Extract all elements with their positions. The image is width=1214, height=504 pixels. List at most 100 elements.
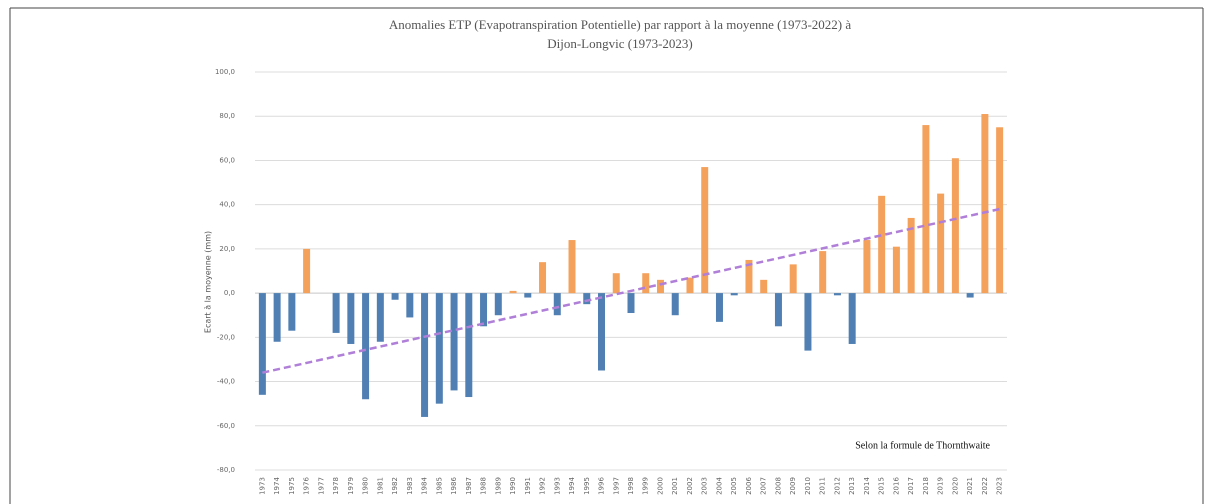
x-tick-label: 2004 [715, 477, 723, 495]
bar [435, 293, 443, 404]
x-tick-label: 1981 [376, 477, 384, 495]
bar [686, 277, 694, 294]
x-tick-label: 1990 [509, 477, 517, 495]
x-tick-label: 2018 [922, 477, 930, 495]
bar [922, 125, 930, 294]
x-tick-label: 2023 [996, 477, 1004, 495]
y-tick-label: 20,0 [219, 245, 235, 253]
bar [715, 293, 723, 322]
y-tick-label: -60,0 [217, 422, 235, 430]
bar [583, 293, 591, 305]
x-tick-label: 1983 [406, 477, 414, 495]
x-tick-label: 1992 [539, 477, 547, 495]
x-tick-label: 2006 [745, 477, 753, 495]
x-tick-label: 2021 [966, 477, 974, 495]
bar [332, 293, 340, 333]
y-tick-label: -80,0 [217, 466, 235, 474]
x-tick-label: 2015 [878, 477, 886, 495]
bar [480, 293, 488, 327]
bar [760, 279, 768, 294]
x-tick-label: 1999 [642, 477, 650, 495]
bar [627, 293, 635, 314]
bar [303, 248, 311, 294]
bar [391, 293, 399, 300]
x-tick-label: 2019 [937, 477, 945, 495]
x-tick-label: 1995 [583, 477, 591, 495]
x-tick-label: 1993 [553, 477, 561, 495]
x-tick-label: 2008 [774, 477, 782, 495]
bar [937, 193, 945, 294]
x-tick-label: 1977 [317, 477, 325, 495]
x-tick-label: 1974 [273, 477, 281, 495]
x-tick-label: 2017 [907, 477, 915, 495]
annotation: Selon la formule de Thornthwaite [855, 440, 990, 451]
y-tick-label: 100,0 [215, 68, 235, 76]
x-tick-label: 1988 [480, 477, 488, 495]
bar [671, 293, 679, 316]
x-tick-label: 2005 [730, 477, 738, 495]
bar [951, 158, 959, 294]
y-tick-label: -20,0 [217, 333, 235, 341]
bar [981, 114, 989, 294]
trendline [262, 207, 1000, 374]
bar [892, 246, 900, 294]
x-tick-label: 2007 [760, 477, 768, 495]
bar [450, 293, 458, 391]
bar [819, 251, 827, 294]
bar [347, 293, 355, 344]
bar [494, 293, 502, 316]
y-tick-label: -40,0 [217, 378, 235, 386]
x-tick-label: 2009 [789, 477, 797, 495]
x-tick-label: 1975 [288, 477, 296, 495]
bar [524, 293, 532, 298]
bar [288, 293, 296, 331]
bar [833, 293, 841, 296]
x-tick-label: 1978 [332, 477, 340, 495]
bar [258, 293, 266, 395]
chart-title: Anomalies ETP (Evapotranspiration Potent… [389, 17, 852, 32]
chart-title: Dijon-Longvic (1973-2023) [547, 36, 693, 51]
x-tick-label: 2011 [819, 477, 827, 495]
x-tick-label: 1980 [362, 477, 370, 495]
bar [612, 273, 620, 294]
x-tick-label: 1986 [450, 477, 458, 495]
x-tick-label: 1998 [627, 477, 635, 495]
x-tick-label: 2013 [848, 477, 856, 495]
bar [804, 293, 812, 351]
bar [789, 264, 797, 294]
bar [878, 195, 886, 294]
x-tick-label: 2016 [892, 477, 900, 495]
x-tick-label: 1973 [258, 477, 266, 495]
x-tick-label: 1987 [465, 477, 473, 495]
bar [774, 293, 782, 327]
x-tick-label: 1996 [598, 477, 606, 495]
bar [966, 293, 974, 298]
y-tick-label: 60,0 [219, 156, 235, 164]
y-tick-label: 0,0 [224, 289, 235, 297]
bar [568, 240, 576, 294]
bar [376, 293, 384, 342]
bar [406, 293, 414, 318]
bar [509, 290, 517, 294]
x-tick-label: 1985 [435, 477, 443, 495]
x-tick-label: 1979 [347, 477, 355, 495]
x-tick-label: 1991 [524, 477, 532, 495]
y-tick-label: 80,0 [219, 112, 235, 120]
bar [745, 259, 753, 294]
bar [273, 293, 281, 342]
x-tick-label: 1976 [303, 477, 311, 495]
bar [553, 293, 561, 316]
x-tick-label: 1989 [494, 477, 502, 495]
x-tick-label: 2012 [833, 477, 841, 495]
bar [848, 293, 856, 344]
y-axis-label: Ecart à la moyenne (mm) [204, 231, 213, 333]
bar [642, 273, 650, 294]
x-tick-label: 2001 [671, 477, 679, 495]
bar [701, 167, 709, 294]
bar [907, 217, 915, 294]
x-tick-label: 1982 [391, 477, 399, 495]
bar [863, 240, 871, 294]
bar [598, 293, 606, 371]
x-tick-label: 2002 [686, 477, 694, 495]
bar [730, 293, 738, 296]
